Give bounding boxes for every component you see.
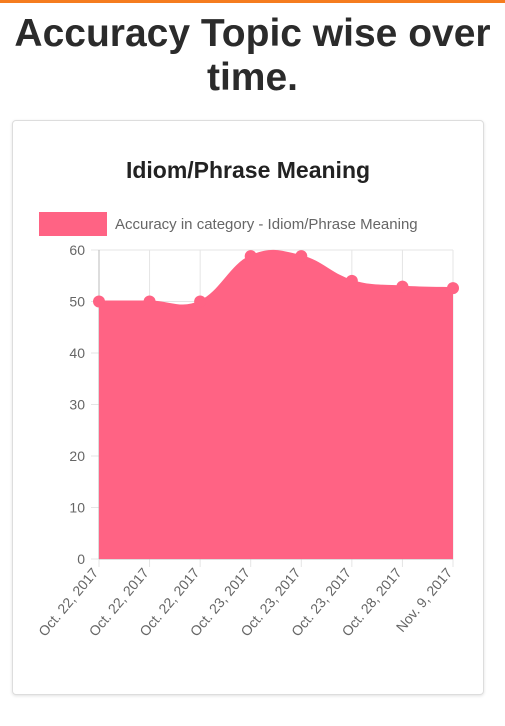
y-tick-label: 40 — [69, 345, 85, 361]
data-point — [143, 295, 156, 308]
data-point — [93, 295, 105, 308]
data-point — [396, 280, 409, 293]
y-tick-label: 30 — [69, 397, 85, 413]
y-tick-label: 20 — [69, 448, 85, 464]
legend-swatch — [39, 212, 107, 236]
chart-card: Idiom/Phrase Meaning Accuracy in categor… — [12, 120, 484, 695]
y-tick-label: 10 — [69, 500, 85, 516]
data-point — [194, 295, 207, 308]
y-tick-label: 60 — [69, 242, 85, 258]
data-point — [244, 250, 257, 263]
data-point — [345, 274, 358, 287]
chart-title: Idiom/Phrase Meaning — [125, 157, 371, 183]
top-accent-bar — [0, 0, 505, 3]
y-tick-label: 50 — [69, 294, 85, 310]
data-point — [447, 282, 459, 295]
legend-label: Accuracy in category - Idiom/Phrase Mean… — [115, 216, 418, 233]
page-title: Accuracy Topic wise over time. — [14, 12, 491, 99]
series-area — [99, 250, 453, 560]
data-point — [295, 250, 308, 263]
area-chart: Accuracy in category - Idiom/Phrase Mean… — [35, 212, 459, 639]
y-tick-label: 0 — [77, 551, 85, 567]
